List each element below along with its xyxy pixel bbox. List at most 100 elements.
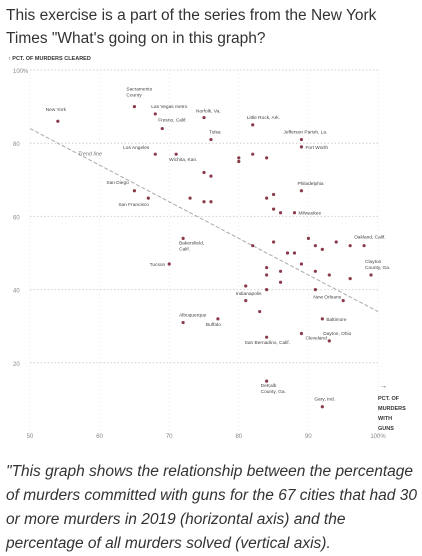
data-point (153, 112, 157, 116)
data-point (313, 244, 317, 248)
data-point (348, 244, 352, 248)
data-point-label: Indianapolis (236, 291, 262, 297)
data-point-label: San Francisco (118, 202, 149, 208)
data-point-label: Gary, Ind. (314, 397, 335, 403)
data-point-label: Los Angeles (123, 145, 150, 151)
data-point (251, 244, 255, 248)
y-tick-label: 60 (13, 215, 20, 221)
intro-text: This exercise is a part of the series fr… (6, 7, 377, 47)
data-point (299, 262, 304, 266)
data-point (327, 339, 331, 343)
data-point (181, 320, 185, 325)
data-point (202, 200, 206, 204)
data-point (153, 152, 157, 156)
y-axis-label: ↑ PCT. OF MURDERS CLEARED (8, 56, 91, 62)
x-axis-label: PCT. OF MURDERS WITH GUNS (378, 396, 406, 432)
data-point-label: San Bernadino, Calif. (245, 340, 290, 346)
data-point (167, 262, 171, 266)
x-tick-label: 50 (27, 434, 34, 440)
x-tick-label: 100% (370, 434, 386, 440)
data-point (320, 405, 324, 409)
data-point-label: New York (46, 107, 67, 113)
data-point (258, 309, 262, 314)
data-point (292, 251, 297, 255)
data-point (265, 335, 269, 339)
data-point (188, 196, 192, 200)
data-point (306, 236, 310, 240)
trend-layer: Trend line (29, 128, 379, 313)
point-layer (56, 105, 373, 409)
data-point (292, 211, 297, 215)
data-point (132, 105, 136, 109)
data-point (265, 196, 269, 200)
y-tick-label: 100% (13, 69, 29, 75)
data-point-label: Albuquerque (179, 313, 207, 319)
data-point (299, 137, 304, 142)
data-point (202, 170, 206, 175)
data-point-label: Las Vegas metro (151, 104, 187, 110)
data-point (146, 196, 150, 200)
data-point (334, 240, 338, 244)
data-point (265, 288, 269, 292)
data-point-label: Clayton County, Ga. (365, 259, 390, 271)
data-point-label: Philadelphia (297, 181, 323, 187)
data-point (272, 240, 276, 244)
data-point (209, 200, 213, 204)
data-point (265, 273, 269, 277)
data-point (362, 244, 366, 248)
data-point (341, 298, 345, 303)
data-point-label: Tucson (150, 262, 166, 268)
data-point (327, 273, 331, 277)
data-point (56, 119, 60, 123)
data-point (209, 137, 213, 142)
data-point (320, 247, 324, 251)
data-point (320, 317, 324, 321)
data-point (251, 152, 255, 156)
data-point-label: DeKalb County, Ga. (261, 383, 286, 395)
data-point-label: Jefferson Parish, La. (283, 130, 327, 136)
data-point (348, 277, 352, 281)
y-tick-label: 20 (13, 362, 20, 368)
data-point (278, 211, 283, 215)
data-point-label: Cleveland (305, 336, 327, 342)
x-axis-arrow: → (380, 383, 387, 390)
data-point (181, 236, 185, 240)
data-point (272, 207, 276, 211)
x-tick-label: 70 (166, 434, 173, 440)
data-point (369, 273, 373, 277)
data-point (299, 145, 304, 149)
data-point-label: Oakland, Calif. (354, 235, 385, 241)
x-tick-label: 60 (96, 434, 103, 440)
data-point (132, 189, 136, 193)
trend-line (29, 128, 379, 313)
data-point-label: Baltimore (326, 317, 347, 323)
data-point (313, 288, 317, 292)
trend-line-label: Trend line (78, 152, 102, 158)
data-point-label: Little Rock, Ark. (247, 115, 280, 121)
data-point-label: Bakersfield, Calif. (179, 240, 204, 252)
grid-layer (29, 69, 379, 436)
x-tick-label: 90 (305, 434, 312, 440)
data-point (244, 284, 248, 288)
data-point (265, 266, 269, 270)
data-point (299, 189, 304, 193)
data-point (202, 115, 206, 120)
data-point-label: Tulsa (209, 130, 221, 136)
data-point-label: Norfolk, Va. (196, 109, 221, 115)
y-tick-label: 80 (13, 142, 20, 148)
label-layer: New York Sacramento County Las Vegas metro N… (46, 87, 391, 403)
data-point (244, 298, 248, 303)
axis-layer: 20 40 60 80 100% 50 60 70 80 90 100% ↑ PCT. OF MURD… (8, 56, 406, 440)
data-point (237, 156, 241, 160)
data-point (216, 317, 220, 321)
data-point (299, 331, 304, 336)
data-point (237, 159, 241, 164)
data-point (285, 251, 290, 255)
data-point (278, 280, 283, 284)
data-point-label: Sacramento County (126, 87, 152, 99)
data-point-label: Buffalo (206, 322, 221, 328)
data-point (272, 192, 276, 197)
data-point (313, 269, 317, 273)
data-point (265, 156, 269, 160)
scatter-chart: Trend line New York Sacramento County Las V… (0, 50, 422, 450)
